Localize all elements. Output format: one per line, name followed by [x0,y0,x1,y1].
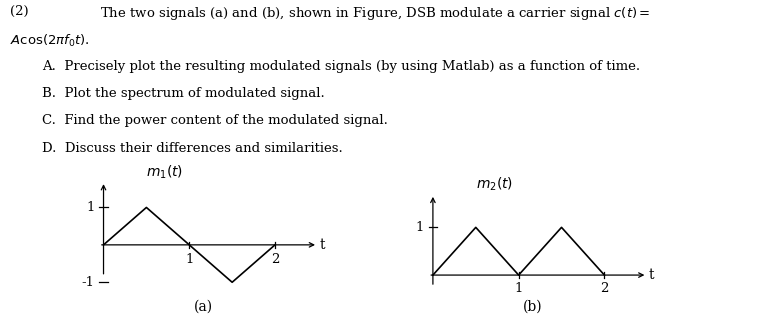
Text: -1: -1 [81,276,94,289]
Text: (b): (b) [522,299,542,313]
Text: t: t [319,238,325,252]
Text: 1: 1 [415,221,424,234]
Text: (2): (2) [10,5,28,18]
Text: $A\cos(2\pi f_0 t)$.: $A\cos(2\pi f_0 t)$. [10,32,90,49]
Text: D.  Discuss their differences and similarities.: D. Discuss their differences and similar… [42,142,343,155]
Text: The two signals (a) and (b), shown in Figure, DSB modulate a carrier signal $c(t: The two signals (a) and (b), shown in Fi… [100,5,650,22]
Text: 2: 2 [601,282,608,295]
Text: 1: 1 [515,282,523,295]
Text: $m_2(t)$: $m_2(t)$ [476,176,513,193]
Text: (a): (a) [194,299,212,313]
Text: 1: 1 [185,253,194,266]
Text: 1: 1 [86,201,94,214]
Text: B.  Plot the spectrum of modulated signal.: B. Plot the spectrum of modulated signal… [42,87,325,100]
Text: t: t [649,268,654,282]
Text: 2: 2 [271,253,279,266]
Text: $m_1(t)$: $m_1(t)$ [146,163,184,181]
Text: A.  Precisely plot the resulting modulated signals (by using Matlab) as a functi: A. Precisely plot the resulting modulate… [42,60,640,73]
Text: C.  Find the power content of the modulated signal.: C. Find the power content of the modulat… [42,114,388,128]
